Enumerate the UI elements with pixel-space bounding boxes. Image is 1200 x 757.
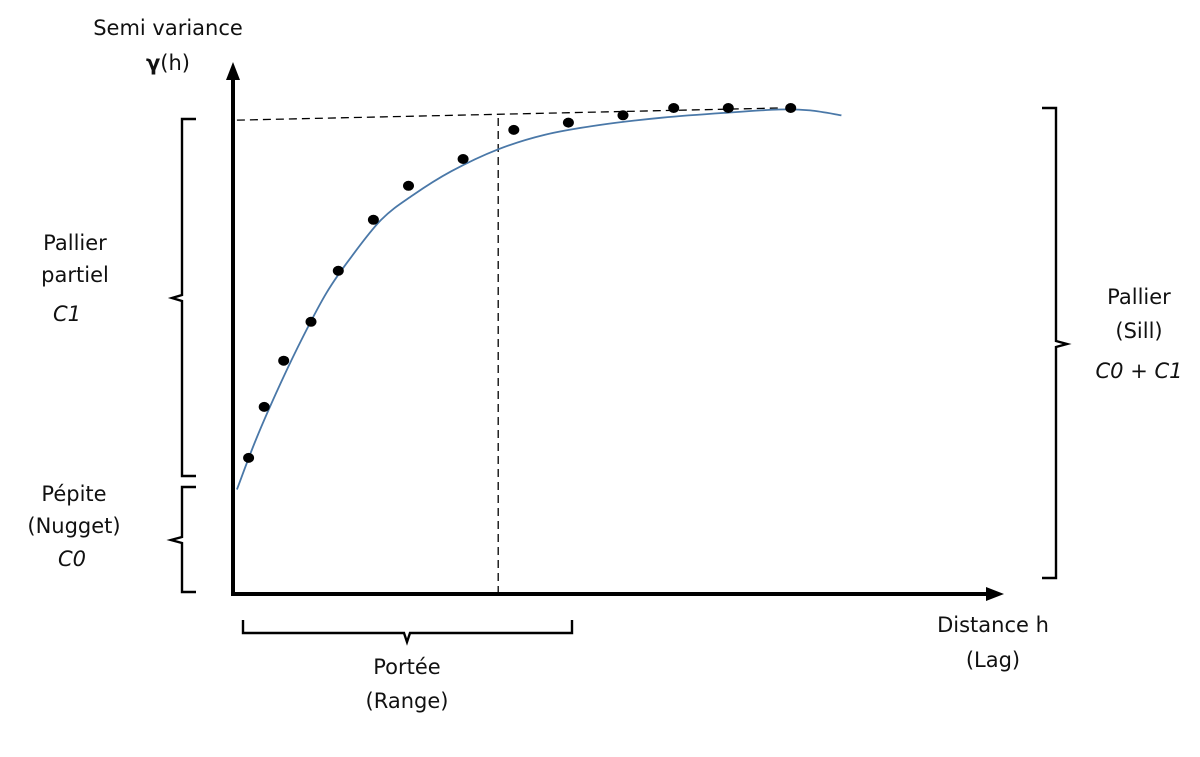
- data-points: [243, 103, 797, 463]
- y-axis-arrowhead: [226, 62, 240, 80]
- data-point: [367, 214, 379, 225]
- data-point: [258, 401, 270, 412]
- data-point: [508, 124, 520, 135]
- data-point: [403, 180, 414, 191]
- partial-sill-bracket: [167, 117, 196, 478]
- sill-label-line2: (Sill): [1115, 319, 1162, 343]
- nugget-label-line2: (Nugget): [27, 514, 120, 538]
- x-axis-arrowhead: [986, 587, 1004, 601]
- range-label-line1: Portée: [373, 655, 440, 679]
- axes: [226, 62, 1004, 601]
- data-point: [668, 103, 680, 113]
- range-label-line2: (Range): [366, 689, 449, 713]
- partial-sill-label-line2: partiel: [41, 263, 109, 287]
- data-point: [332, 265, 344, 276]
- sill-label-line1: Pallier: [1107, 285, 1171, 309]
- y-axis-symbol-label: γ(h): [146, 51, 190, 75]
- x-axis-subtitle: (Lag): [966, 648, 1020, 672]
- gamma-suffix: (h): [160, 51, 190, 75]
- data-point: [305, 316, 317, 327]
- data-point: [457, 154, 469, 164]
- x-axis-title: Distance h: [937, 613, 1049, 637]
- data-point: [722, 103, 734, 113]
- nugget-label-line1: Pépite: [41, 482, 106, 506]
- partial-sill-symbol: C1: [53, 302, 81, 326]
- nugget-symbol: C0: [58, 547, 86, 571]
- brackets: [166, 106, 1072, 646]
- partial-sill-label-line1: Pallier: [43, 231, 107, 255]
- nugget-bracket: [166, 485, 196, 594]
- data-point: [785, 103, 797, 113]
- data-point: [243, 452, 255, 463]
- gamma-symbol: γ: [146, 51, 160, 75]
- y-axis-title: Semi variance: [93, 16, 243, 40]
- data-point: [617, 110, 629, 121]
- range-bracket: [241, 620, 574, 646]
- model-curve: [236, 108, 842, 490]
- sill-symbol: C0 + C1: [1096, 359, 1183, 383]
- data-point: [562, 117, 574, 128]
- data-point: [278, 355, 290, 366]
- sill-bracket: [1042, 106, 1072, 580]
